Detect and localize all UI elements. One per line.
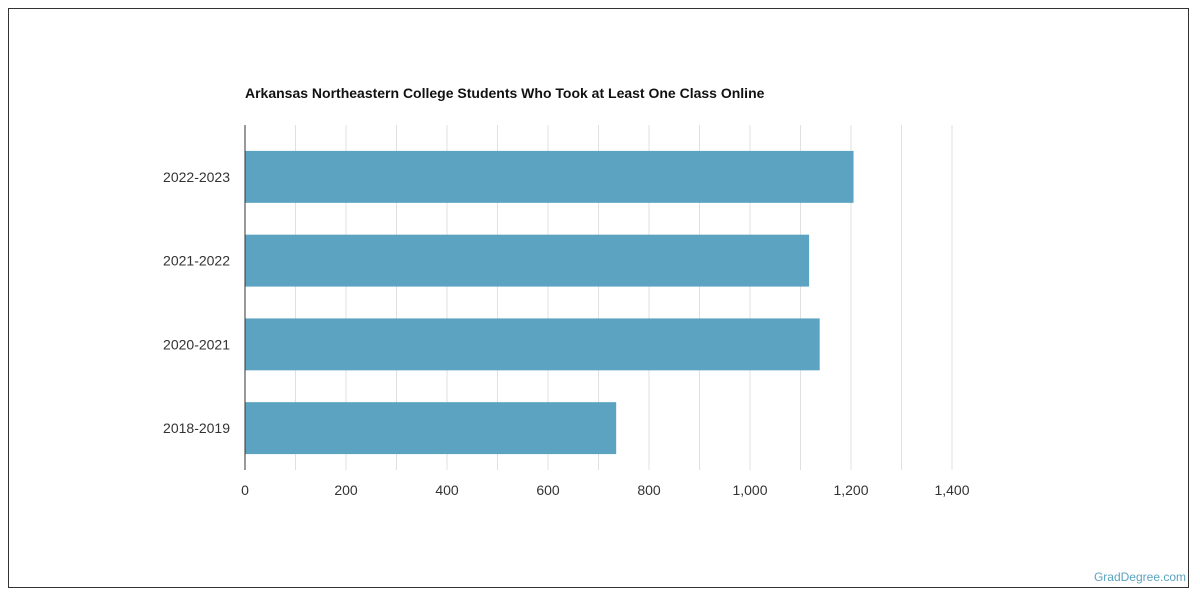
y-tick-label: 2018-2019 (163, 420, 230, 436)
x-tick-label: 1,400 (934, 482, 969, 498)
y-tick-label: 2022-2023 (163, 169, 230, 185)
x-tick-label: 600 (536, 482, 560, 498)
x-tick-label: 0 (241, 482, 249, 498)
bars (245, 150, 854, 455)
x-tick-label: 800 (637, 482, 661, 498)
y-tick-label: 2021-2022 (163, 253, 230, 269)
x-tick-label: 1,200 (833, 482, 868, 498)
chart-title: Arkansas Northeastern College Students W… (245, 85, 765, 101)
x-tick-label: 200 (334, 482, 358, 498)
x-tick-label: 400 (435, 482, 459, 498)
tick-labels: 2022-2023 2021-2022 2020-2021 2018-2019 0 200… (163, 169, 970, 498)
x-tick-label: 1,000 (732, 482, 767, 498)
bar-2022-2023 (245, 150, 854, 203)
bar-2021-2022 (245, 234, 810, 287)
bar-2020-2021 (245, 318, 820, 371)
bar-2018-2019 (245, 402, 617, 455)
y-tick-label: 2020-2021 (163, 336, 230, 352)
chart-frame (8, 8, 1189, 588)
source-watermark[interactable]: GradDegree.com (1093, 570, 1186, 584)
